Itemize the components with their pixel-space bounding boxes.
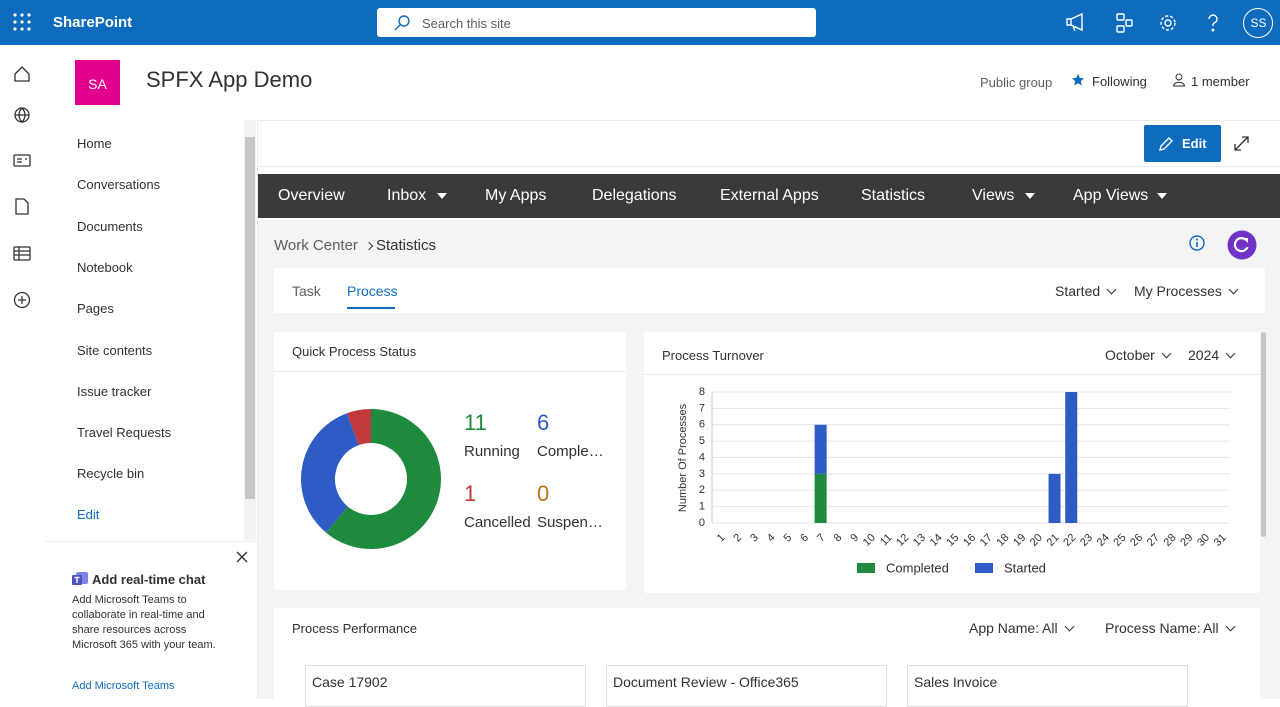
menu-item[interactable]: Delegations (592, 187, 677, 204)
chevron (1064, 621, 1075, 632)
turnover-card (644, 332, 1260, 593)
app-launcher[interactable] (13, 13, 31, 31)
following[interactable]: Following (1092, 74, 1147, 89)
filter-dropdown[interactable]: October (1105, 347, 1172, 363)
info-icon[interactable] (1188, 235, 1206, 253)
performance-title: Process Performance (292, 621, 417, 636)
edit-button[interactable] (1144, 125, 1221, 162)
content-scrollbar[interactable] (1261, 332, 1266, 537)
filter-dropdown[interactable]: My Processes (1134, 283, 1239, 299)
status-count: 11 (464, 410, 487, 435)
refresh-button[interactable] (1227, 230, 1257, 260)
divider (258, 166, 1280, 167)
nav-item[interactable]: Conversations (77, 177, 161, 193)
avatar[interactable] (1243, 8, 1273, 38)
nav-item[interactable]: Documents (77, 218, 143, 234)
status-label: Cancelled (464, 514, 531, 531)
breadcrumb-current: Statistics (376, 237, 437, 254)
teams-icon (72, 572, 88, 585)
tabs-bar (274, 268, 1265, 313)
breadcrumb-sep (358, 239, 374, 257)
search-icon (394, 15, 410, 31)
status-label: Completed (537, 443, 607, 460)
nav-item[interactable]: Travel Requests (77, 425, 172, 441)
expand-icon[interactable] (1234, 136, 1249, 151)
site-title[interactable]: SPFX App Demo (146, 67, 313, 92)
nav-item[interactable]: Notebook (77, 259, 133, 275)
menu-item[interactable]: External Apps (720, 187, 819, 204)
nav-item[interactable]: Pages (77, 301, 114, 317)
chevron (1228, 284, 1239, 295)
filter-value[interactable]: All (1042, 620, 1075, 636)
menu-caret (437, 193, 447, 199)
chevron (1225, 621, 1236, 632)
menu-item[interactable]: App Views (1073, 187, 1149, 204)
process-name: Sales Invoice (914, 674, 998, 690)
chevron (1225, 348, 1236, 359)
tab[interactable]: Process (347, 283, 398, 299)
members[interactable]: 1 member (1191, 74, 1250, 89)
filter-dropdown[interactable]: Started (1055, 283, 1117, 299)
filter-dropdown[interactable]: 2024 (1188, 347, 1236, 363)
turnover-title: Process Turnover (662, 348, 764, 363)
site-logo-text: SA (88, 76, 107, 92)
chevron (1106, 284, 1117, 295)
tab[interactable]: Task (292, 283, 321, 299)
status-count: 6 (537, 410, 550, 435)
status-title: Quick Process Status (292, 344, 417, 359)
status-label: Running (464, 443, 520, 460)
menu-caret (1025, 193, 1035, 199)
breadcrumb-root[interactable]: Work Center (274, 237, 358, 254)
divider (258, 120, 1280, 121)
divider (274, 371, 626, 372)
teams-text: Add Microsoft Teams to collaborate in re… (72, 594, 216, 651)
site-logo[interactable] (75, 60, 120, 105)
nav-scroll-thumb[interactable] (245, 137, 255, 499)
search-placeholder: Search this site (422, 16, 511, 31)
process-name: Document Review - Office365 (613, 674, 799, 690)
search-box[interactable] (377, 8, 816, 37)
menu-item[interactable]: My Apps (485, 187, 547, 204)
edit-label: Edit (1182, 136, 1207, 151)
nav-item[interactable]: Site contents (77, 342, 153, 358)
star-icon (1072, 74, 1084, 86)
divider (45, 541, 258, 542)
teams-link[interactable]: Add Microsoft Teams (72, 680, 175, 692)
divider (644, 374, 1260, 375)
avatar-initials: SS (1250, 16, 1267, 30)
member-icon (1172, 73, 1186, 87)
nav-item[interactable]: Home (77, 136, 112, 151)
header-icons[interactable] (1060, 10, 1230, 36)
app-name[interactable]: SharePoint (53, 14, 133, 31)
filter-label: Process Name: (1105, 620, 1201, 636)
process-name: Case 17902 (312, 674, 388, 690)
status-count: 0 (537, 481, 550, 506)
filter-value[interactable]: All (1203, 620, 1236, 636)
menu-item[interactable]: Views (972, 187, 1015, 204)
nav-item[interactable]: Recycle bin (77, 466, 145, 482)
pencil-icon (1159, 137, 1173, 151)
menu-item[interactable]: Overview (278, 187, 345, 204)
site-privacy: Public group (980, 75, 1053, 90)
menu-item[interactable]: Inbox (387, 187, 427, 204)
nav-edit[interactable]: Edit (77, 507, 100, 522)
chevron (1161, 348, 1172, 359)
close-icon[interactable] (236, 551, 248, 563)
status-count: 1 (464, 481, 477, 506)
menu-bar (258, 174, 1280, 218)
menu-caret (1157, 193, 1167, 199)
menu-item[interactable]: Statistics (861, 187, 926, 204)
divider (257, 120, 258, 699)
left-rail[interactable] (0, 45, 45, 699)
nav-item[interactable]: Issue tracker (77, 383, 152, 399)
teams-title: Add real-time chat (92, 572, 206, 587)
filter-label: App Name: (969, 620, 1040, 636)
tab-underline (347, 307, 395, 309)
status-label: Suspended (537, 514, 607, 531)
